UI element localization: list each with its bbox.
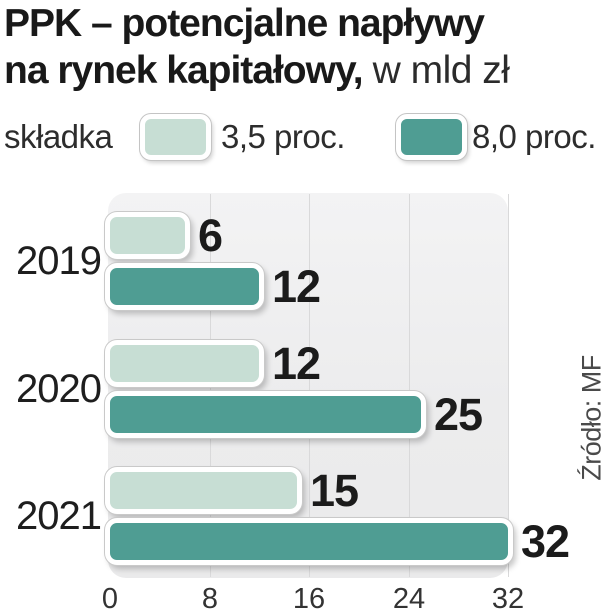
gridline-x-32 [508,194,509,577]
chart-title-line1: PPK – potencjalne napływy [4,2,485,46]
chart-title-unit: w mld zł [372,49,510,92]
bar-2021-dark [105,518,513,565]
legend-label: składka [4,118,113,155]
legend-item-light-label: 3,5 proc. [221,118,345,155]
bar-2020-light [105,340,264,387]
legend-item-dark-label: 8,0 proc. [472,118,596,155]
value-label-2020-light: 12 [272,338,321,389]
x-tick-32: 32 [491,583,525,615]
legend-swatch-light [140,114,211,160]
source-note: Źródło: MF [576,355,607,481]
chart-title-bold1: PPK – potencjalne napływy [4,2,485,45]
legend: składka 3,5 proc. 8,0 proc. [0,112,616,162]
chart-title-line2: na rynek kapitałowy, w mld zł [4,49,510,93]
x-tick-16: 16 [292,583,326,615]
chart-title-bold2: na rynek kapitałowy, [4,49,364,92]
bar-2021-light [105,467,302,514]
x-tick-24: 24 [392,583,426,615]
gridline-x-24 [409,194,410,577]
value-label-2021-dark: 32 [521,516,570,567]
x-tick-8: 8 [201,583,219,615]
category-label-2019: 2019 [16,239,102,283]
category-label-2020: 2020 [16,367,102,411]
value-label-2021-light: 15 [310,465,359,516]
bar-2019-dark [105,263,264,310]
value-label-2019-light: 6 [198,210,223,261]
legend-swatch-dark [396,114,467,160]
x-tick-0: 0 [101,583,119,615]
value-label-2019-dark: 12 [272,261,321,312]
gridline-x-16 [309,194,310,577]
bar-2019-light [105,212,190,259]
bar-2020-dark [105,391,426,438]
category-label-2021: 2021 [16,494,102,538]
value-label-2020-dark: 25 [434,389,483,440]
